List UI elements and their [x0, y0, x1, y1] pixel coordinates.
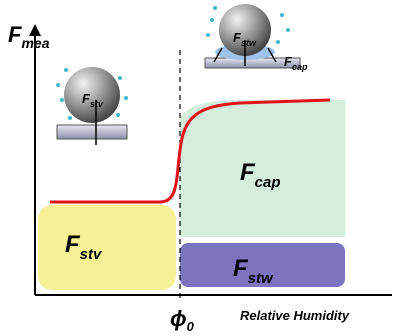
substrate	[57, 125, 127, 139]
region-cap	[180, 100, 345, 237]
region-stv	[38, 205, 176, 290]
threshold-label: ϕ0	[170, 306, 195, 334]
diagram: Fmea ϕ0 Relative Humidity Fstv Fcap Fstw…	[0, 0, 397, 336]
inset-label: Fcap	[284, 54, 308, 72]
x-axis-label: Relative Humidity	[240, 308, 350, 323]
y-axis-label: Fmea	[8, 22, 50, 51]
sphere	[64, 67, 120, 123]
